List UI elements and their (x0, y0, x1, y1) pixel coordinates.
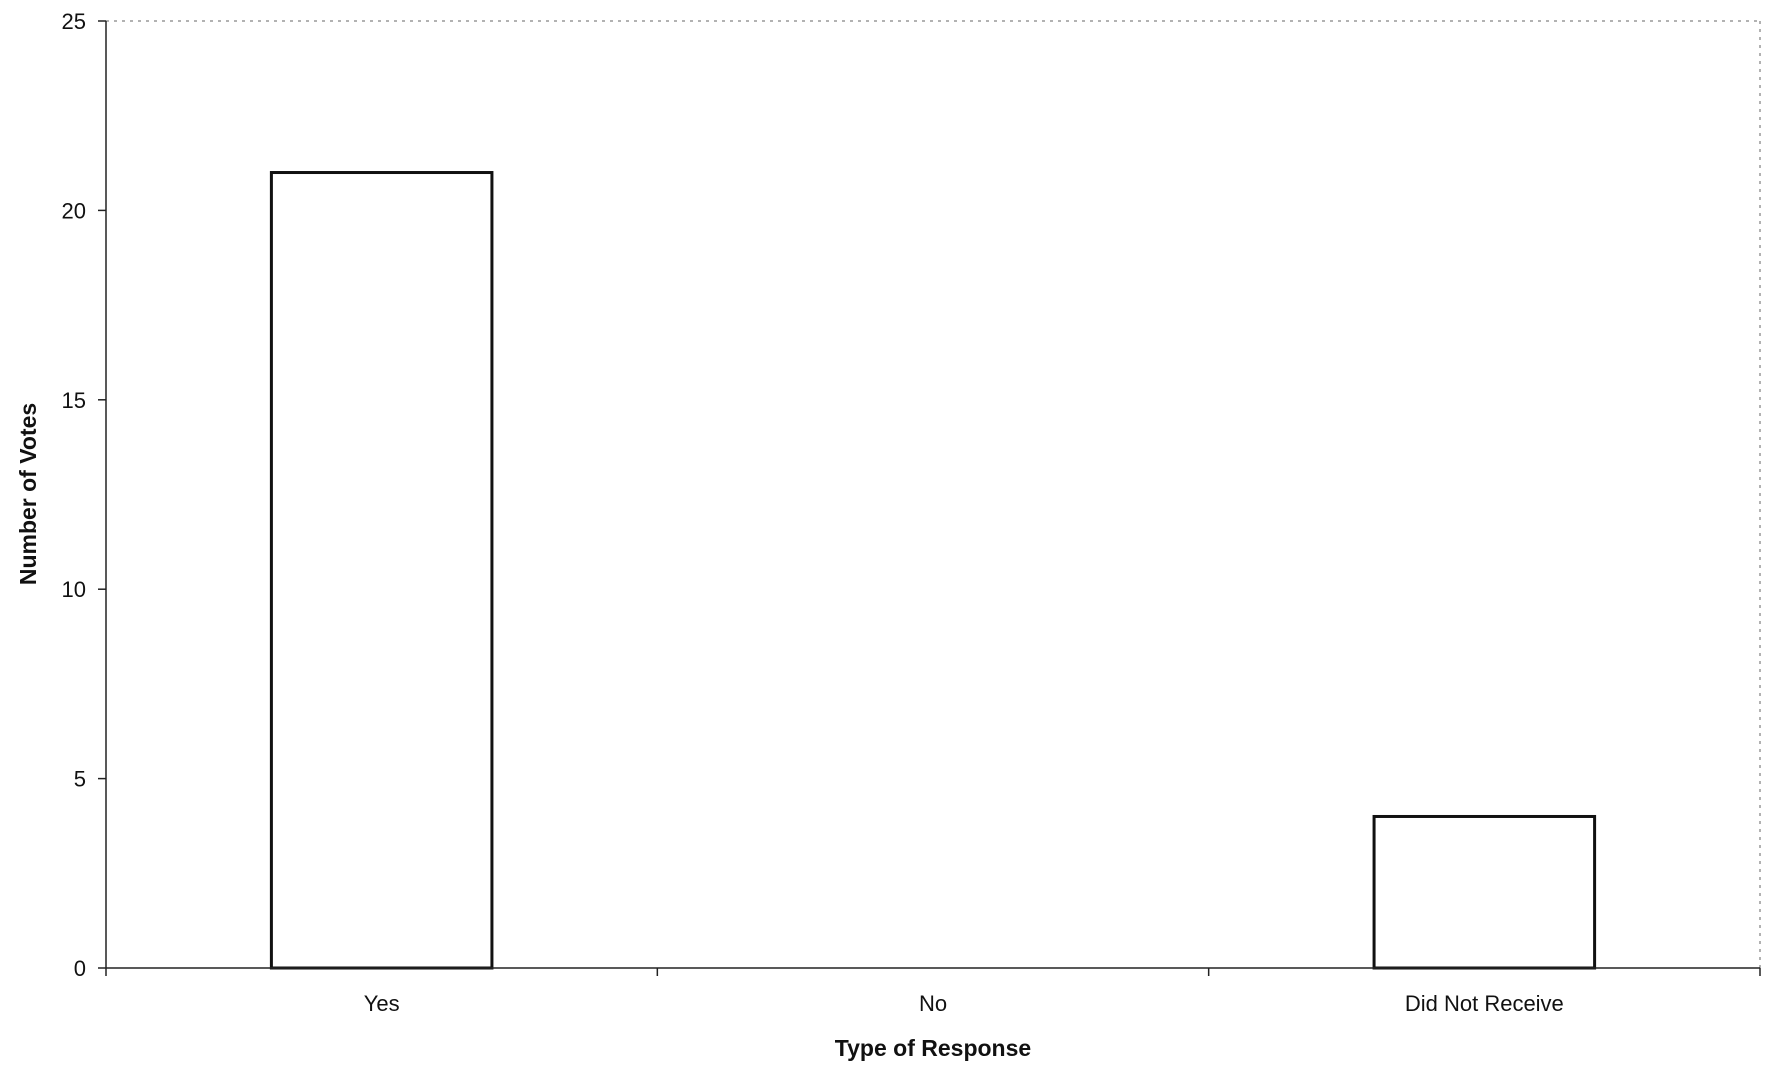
y-tick-label: 25 (62, 9, 86, 34)
bar (1372, 814, 1597, 970)
plot-frame (106, 20, 1761, 968)
x-axis-title: Type of Response (835, 1035, 1031, 1061)
x-tick-label: Did Not Receive (1405, 991, 1564, 1016)
y-tick-label: 20 (62, 198, 86, 223)
y-tick-label: 0 (74, 956, 86, 981)
y-tick-label: 15 (62, 388, 86, 413)
y-tick-label: 5 (74, 767, 86, 792)
x-tick-label: Yes (364, 991, 400, 1016)
x-tick-label: No (919, 991, 947, 1016)
y-tick-label: 10 (62, 577, 86, 602)
bar (269, 171, 494, 970)
bars (269, 171, 1597, 970)
y-axis: 0 5 10 15 20 25 (62, 9, 107, 981)
x-axis: Yes No Did Not Receive (105, 967, 1761, 1016)
y-axis-title: Number of Votes (15, 403, 41, 585)
